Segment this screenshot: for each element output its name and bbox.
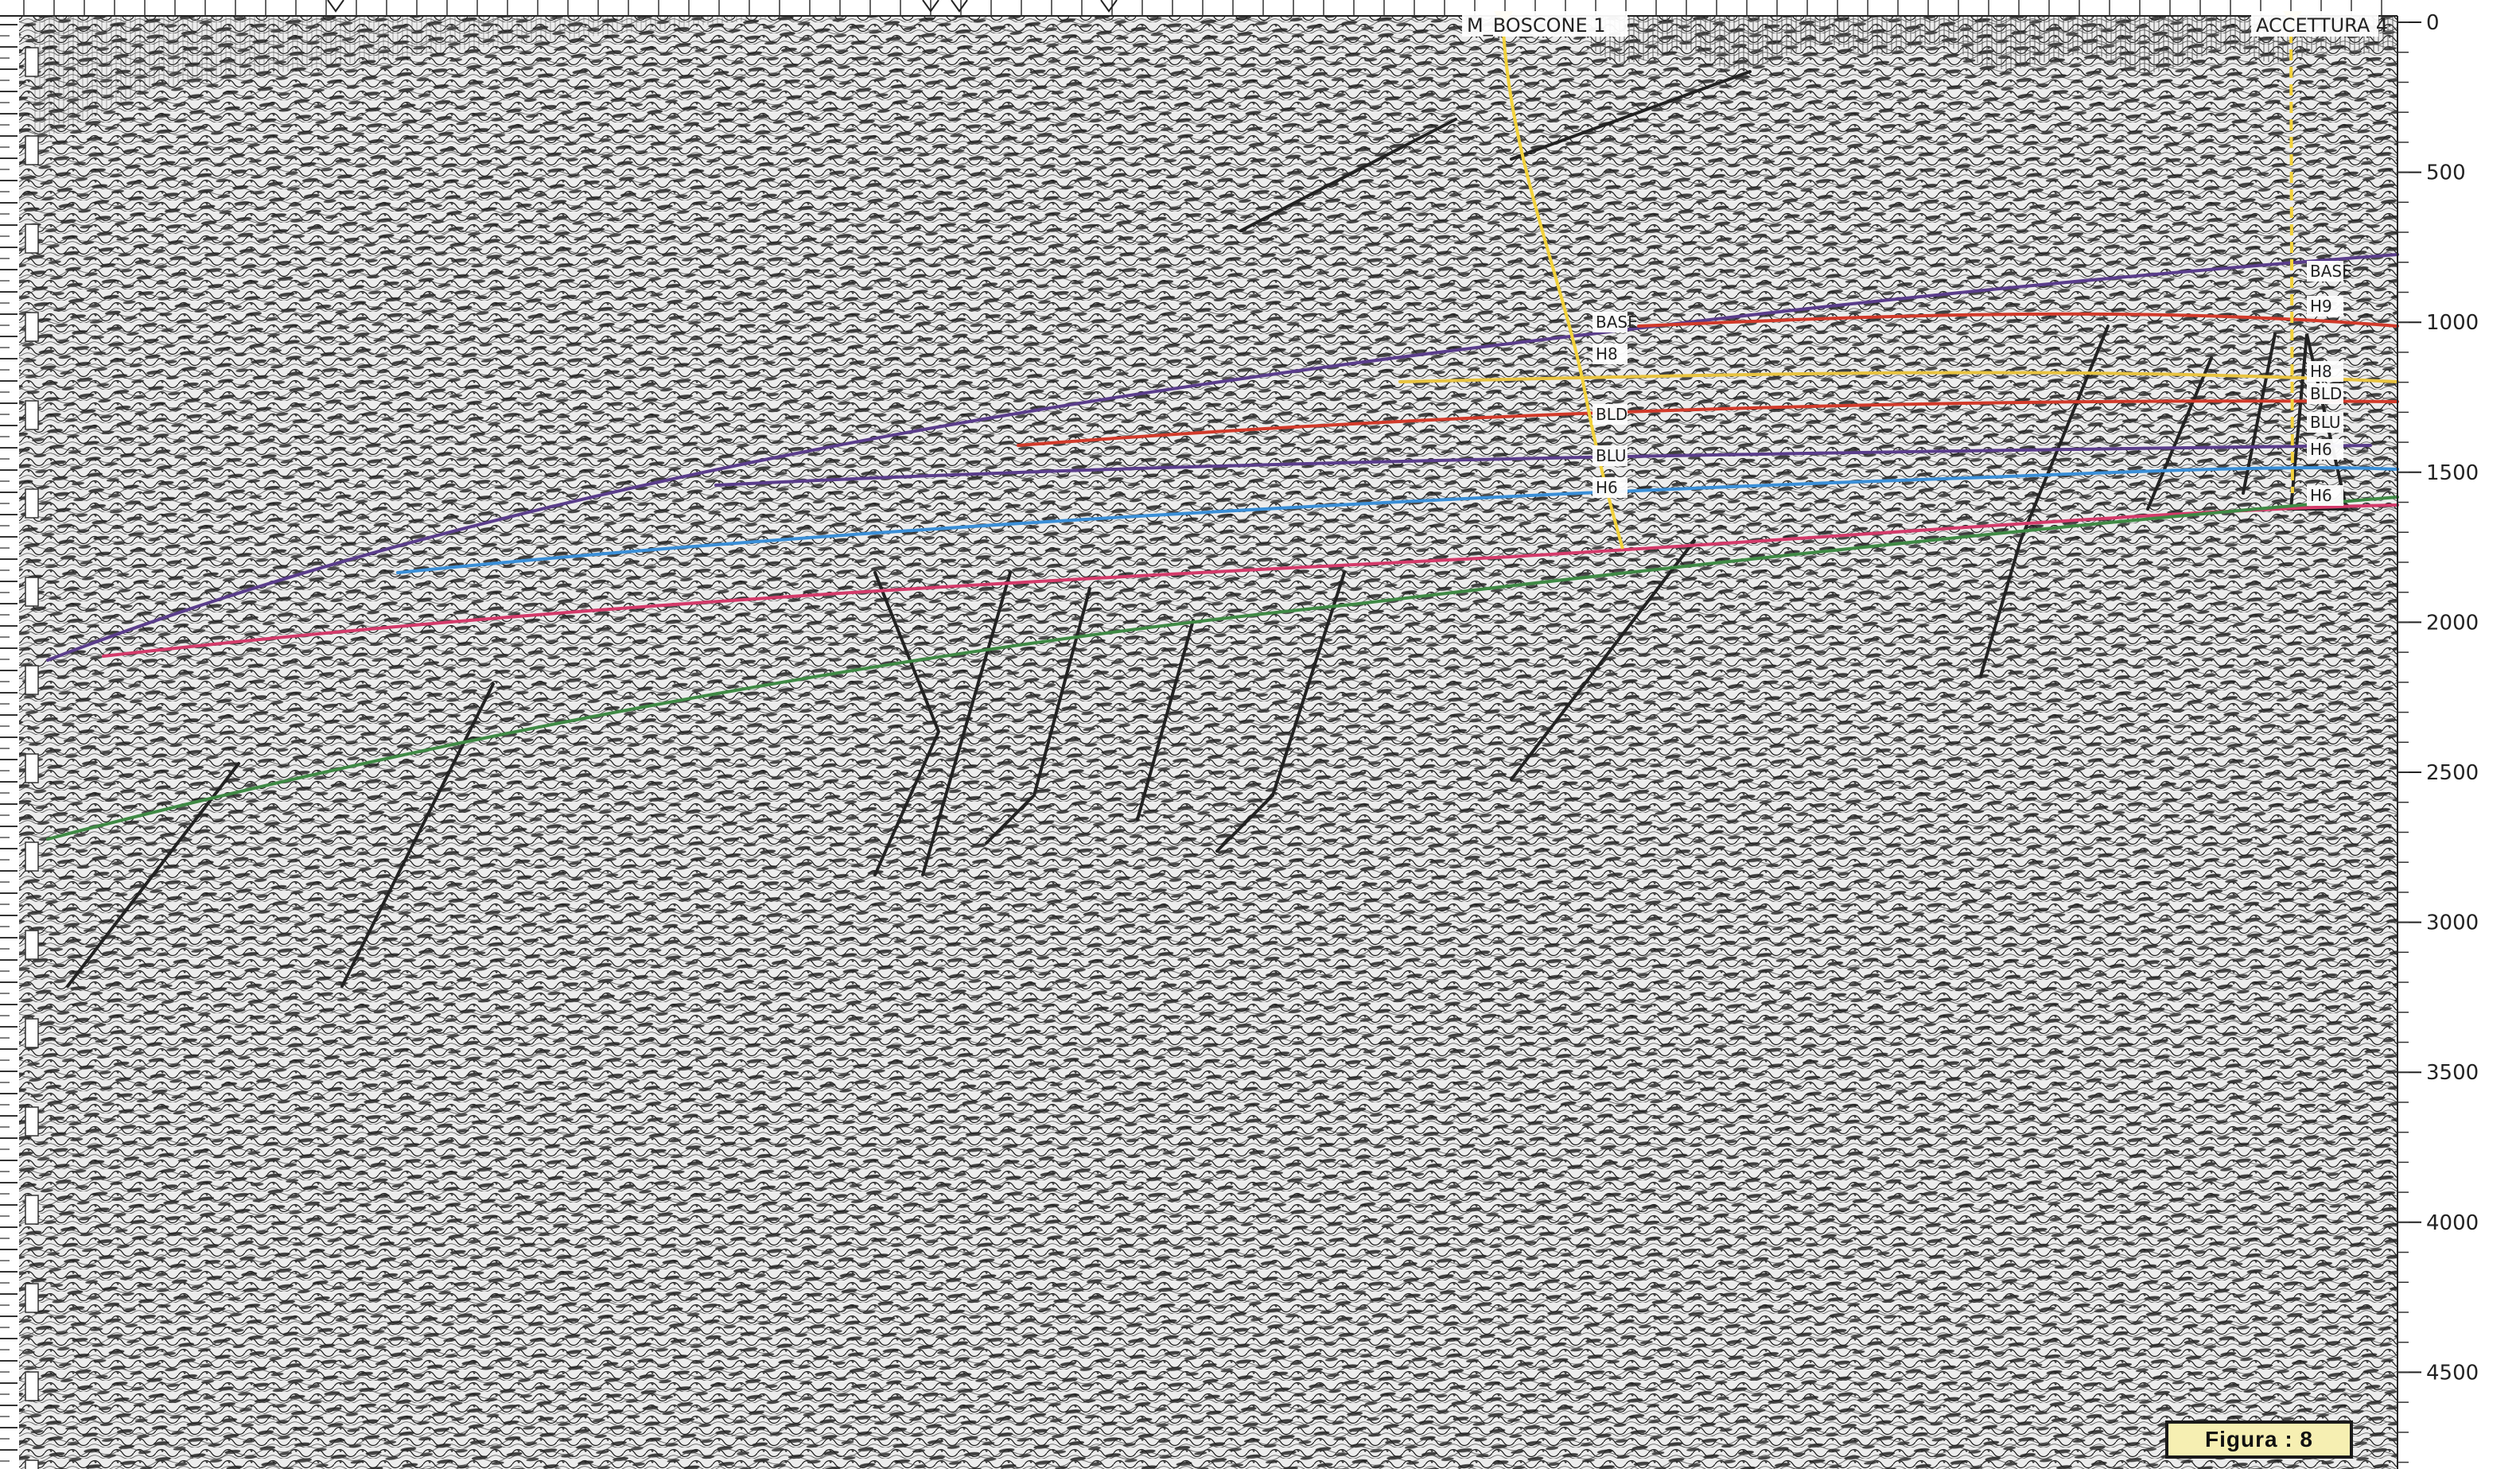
fault	[1215, 571, 1346, 853]
horizon-tag-label: H6	[1596, 478, 1618, 497]
time-axis-label: 1500	[2426, 461, 2479, 485]
left-marker-box	[25, 930, 39, 960]
left-marker-box	[25, 1371, 39, 1401]
fault	[2242, 332, 2277, 495]
left-marker-box	[25, 1283, 39, 1313]
left-marker-box	[25, 1195, 39, 1225]
horizon-purple	[46, 253, 2399, 662]
shotpoint-marker-2	[922, 0, 939, 13]
left-marker-box	[25, 1106, 39, 1137]
fault	[985, 587, 1091, 845]
time-axis-label: 3000	[2426, 911, 2479, 935]
top-tick-marks	[23, 0, 2382, 16]
horizon-tag-box	[1592, 312, 1628, 332]
shotpoint-marker-1	[327, 0, 344, 13]
horizon-tag-label: BASE	[1596, 313, 1638, 332]
time-axis-label: 2500	[2426, 761, 2479, 785]
time-axis-label: 4000	[2426, 1211, 2479, 1235]
fault	[2146, 356, 2213, 511]
well-label-m-boscone-1: M_BOSCONE 1	[1467, 14, 1606, 37]
fault	[873, 571, 941, 876]
fault	[66, 762, 240, 988]
horizon-tag-box	[1592, 445, 1628, 466]
time-axis: 0 500 1000 1500 2000 2500 3000 3500 4000 4500	[2398, 11, 2479, 1463]
fault	[1510, 70, 1752, 161]
horizon-tag-label: BASE	[2310, 262, 2352, 281]
horizon-tag-label: BLD	[1596, 405, 1628, 424]
time-axis-label: 2000	[2426, 611, 2479, 635]
horizon-tag-box	[2307, 383, 2343, 404]
horizon-tag-label: H8	[1596, 344, 1618, 363]
well-label-accettura-4: ACCETTURA 4	[2256, 14, 2388, 37]
horizon-yellow	[1398, 371, 2399, 383]
right-well-horizon-tags: BASE H9 H8 BLD BLU H6 H6	[2307, 261, 2352, 506]
horizon-tag-box	[2307, 296, 2343, 317]
horizon-blue	[396, 466, 2399, 574]
fault	[1239, 118, 1457, 232]
horizon-tag-label: H6	[2310, 440, 2332, 459]
left-marker-box	[25, 400, 39, 430]
seismic-texture-overlay	[19, 16, 2398, 1469]
left-marker-box	[25, 1459, 39, 1469]
well-path-accettura-4	[2289, 31, 2294, 494]
fault	[921, 571, 1012, 876]
fault	[1136, 619, 1195, 821]
shotpoint-marker-3	[951, 0, 968, 13]
horizon-green	[46, 495, 2399, 841]
shotpoint-marker-4	[1100, 0, 1118, 13]
horizon-tag-label: BLU	[2310, 413, 2341, 432]
horizon-tag-label: BLU	[1596, 446, 1627, 465]
horizon-tag-box	[2307, 439, 2343, 460]
horizon-tag-label: H6	[2310, 486, 2332, 505]
left-marker-box	[25, 577, 39, 607]
horizon-tag-box	[2307, 485, 2343, 506]
left-marker-box	[25, 1018, 39, 1048]
horizon-tag-box	[2307, 261, 2343, 282]
left-marker-boxes	[25, 47, 39, 1469]
left-well-horizon-tags: BASE H8 BLD BLU H6	[1592, 312, 1638, 498]
left-marker-box	[25, 223, 39, 254]
horizon-tag-box	[1592, 344, 1628, 364]
time-axis-label: 0	[2426, 11, 2440, 35]
horizon-tag-box	[1592, 477, 1628, 498]
time-axis-label: 500	[2426, 161, 2466, 185]
left-marker-box	[25, 753, 39, 783]
faults	[66, 70, 2349, 988]
left-tick-strip	[0, 16, 21, 1469]
horizon-tag-label: BLD	[2310, 384, 2342, 403]
horizon-magenta	[102, 503, 2399, 658]
fault	[1510, 539, 1696, 781]
left-marker-box	[25, 312, 39, 342]
time-axis-label: 4500	[2426, 1361, 2479, 1385]
horizon-tag-box	[2307, 361, 2343, 382]
horizon-tag-label: H9	[2310, 297, 2332, 316]
well-label-box-1	[1462, 11, 1628, 37]
left-marker-box	[25, 841, 39, 872]
fault	[340, 682, 495, 988]
left-marker-box	[25, 135, 39, 165]
left-marker-box	[25, 47, 39, 77]
horizon-tag-label: H8	[2310, 362, 2332, 381]
figure-caption: Figura : 8	[2165, 1420, 2353, 1459]
horizon-purple-lower	[714, 444, 2372, 487]
left-marker-box	[25, 665, 39, 695]
horizon-tag-box	[2307, 412, 2343, 433]
well-label-box-2	[2251, 11, 2378, 37]
horizon-red	[1017, 399, 2399, 447]
time-axis-label: 1000	[2426, 311, 2479, 335]
near-surface-band	[32, 16, 795, 143]
horizon-red-upper	[1637, 312, 2399, 328]
horizons	[46, 253, 2399, 841]
time-axis-label: 3500	[2426, 1061, 2479, 1085]
surface-trace-band	[32, 16, 2398, 73]
left-marker-box	[25, 488, 39, 519]
fault	[1979, 325, 2110, 678]
horizon-tag-box	[1592, 404, 1628, 425]
